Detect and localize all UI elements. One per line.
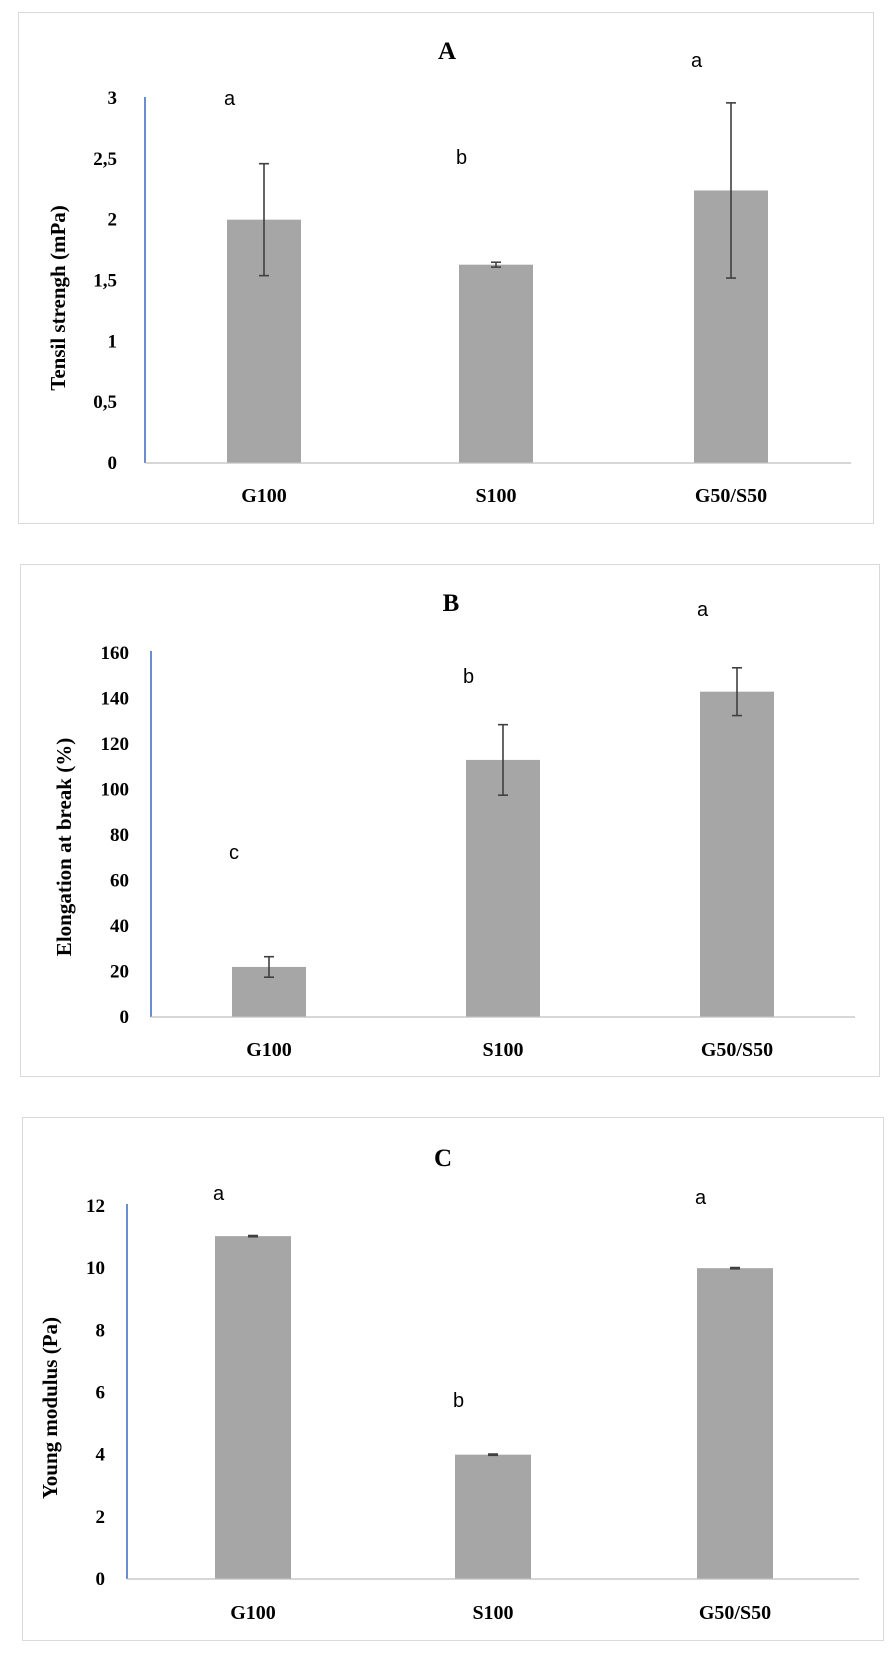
chart-b-bar	[466, 759, 540, 1017]
chart-b-y-tick-label: 120	[101, 734, 130, 755]
chart-b-significance-letter: c	[229, 842, 239, 864]
chart-b-y-tick-label: 60	[110, 871, 129, 892]
chart-c-y-tick-label: 8	[96, 1320, 106, 1341]
chart-a-bar	[459, 264, 533, 463]
chart-b-title: B	[443, 590, 460, 617]
chart-a-svg: A Tensil strengh (mPa) 0 0,5 1 1,5 2 2,5 3 a b a…	[46, 38, 851, 507]
chart-b-svg: B Elongation at break (%) 0 20 40 60 80 100 12…	[52, 590, 855, 1061]
chart-c-error-bar	[488, 1453, 498, 1457]
chart-panel-b: B Elongation at break (%) 0 20 40 60 80 100 12…	[20, 564, 880, 1077]
chart-a-y-tick-label: 1,5	[93, 271, 117, 292]
chart-a-category-label: S100	[475, 485, 516, 507]
chart-b-category-label: S100	[482, 1039, 523, 1061]
chart-b-y-tick-label: 0	[120, 1007, 130, 1028]
chart-b-y-tick-label: 80	[110, 825, 129, 846]
chart-c-error-bar	[730, 1266, 740, 1270]
chart-c-y-tick-label: 10	[86, 1258, 105, 1279]
chart-panel-a: A Tensil strengh (mPa) 0 0,5 1 1,5 2 2,5 3 a b a…	[18, 12, 874, 524]
chart-b-significance-letter: b	[463, 666, 474, 688]
chart-b-category-label: G50/S50	[701, 1039, 773, 1061]
chart-c-significance-letter: a	[695, 1187, 707, 1209]
chart-b-y-tick-label: 20	[110, 962, 129, 983]
chart-c-y-tick-label: 12	[86, 1196, 105, 1217]
chart-a-y-tick-label: 2,5	[93, 149, 117, 170]
chart-c-category-label: S100	[472, 1602, 513, 1624]
chart-c-y-axis-label: Young modulus (Pa)	[38, 1317, 62, 1499]
chart-c-error-bar	[248, 1234, 258, 1238]
chart-panel-c: C Young modulus (Pa) 0 2 4 6 8 10 12 a b a G100 S…	[22, 1117, 884, 1641]
chart-b-error-bar	[264, 955, 274, 978]
chart-c-category-label: G50/S50	[699, 1602, 771, 1624]
chart-c-bar	[215, 1236, 291, 1579]
chart-c-bar	[697, 1268, 773, 1579]
chart-c-category-label: G100	[230, 1602, 276, 1624]
chart-a-category-label: G100	[241, 485, 287, 507]
chart-a-significance-letter: a	[224, 88, 236, 110]
chart-a-y-tick-label: 0	[108, 453, 118, 474]
chart-a-y-axis-label: Tensil strengh (mPa)	[46, 205, 70, 391]
chart-c-significance-letter: b	[453, 1390, 464, 1412]
chart-a-y-tick-label: 2	[108, 210, 118, 231]
chart-c-y-tick-label: 2	[96, 1507, 106, 1528]
chart-c-y-tick-label: 6	[96, 1383, 106, 1404]
chart-b-error-bar	[732, 666, 742, 717]
chart-a-y-tick-label: 0,5	[93, 392, 117, 413]
chart-a-significance-letter: a	[691, 50, 703, 72]
chart-a-category-label: G50/S50	[695, 485, 767, 507]
chart-a-significance-letter: b	[456, 147, 467, 169]
chart-b-significance-letter: a	[697, 599, 709, 621]
chart-c-bar	[455, 1454, 531, 1579]
chart-c-svg: C Young modulus (Pa) 0 2 4 6 8 10 12 a b a G100 S…	[38, 1145, 859, 1624]
chart-a-error-bar	[259, 162, 269, 277]
chart-a-y-tick-label: 1	[108, 331, 118, 352]
chart-b-error-bar	[498, 723, 508, 796]
chart-b-bar	[700, 691, 774, 1017]
chart-a-error-bar	[726, 102, 736, 279]
chart-b-y-axis-label: Elongation at break (%)	[52, 738, 76, 956]
chart-c-title: C	[434, 1145, 452, 1172]
chart-b-y-tick-label: 100	[101, 780, 130, 801]
chart-a-y-tick-label: 3	[108, 88, 118, 109]
chart-b-category-label: G100	[246, 1039, 292, 1061]
chart-c-significance-letter: a	[213, 1183, 225, 1205]
chart-a-title: A	[438, 38, 456, 65]
chart-b-y-tick-label: 140	[101, 689, 130, 710]
chart-c-y-tick-label: 0	[96, 1569, 106, 1590]
chart-a-error-bar	[491, 261, 501, 268]
chart-b-y-tick-label: 40	[110, 916, 129, 937]
chart-b-y-tick-label: 160	[101, 643, 130, 664]
chart-c-y-tick-label: 4	[96, 1445, 106, 1466]
